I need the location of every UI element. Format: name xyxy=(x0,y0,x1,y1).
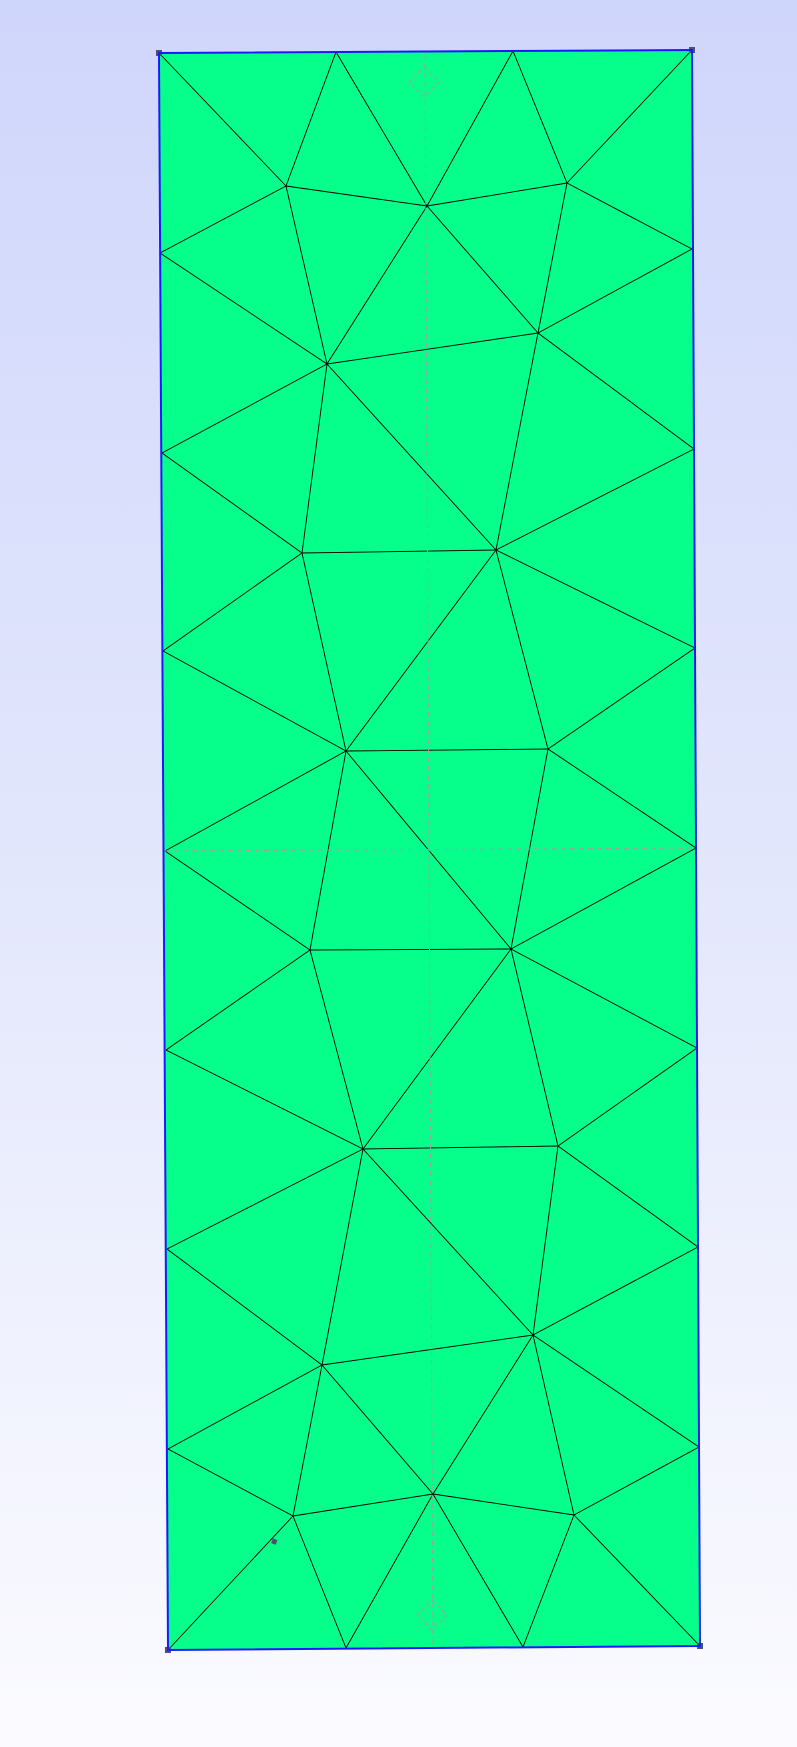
mesh-edge xyxy=(510,847,697,950)
mesh-edge xyxy=(335,51,428,207)
mesh-edge xyxy=(292,1364,323,1517)
mesh-edge xyxy=(566,182,693,250)
guide-line xyxy=(164,847,697,852)
mesh-edge xyxy=(495,549,696,649)
mesh-edge xyxy=(285,51,337,187)
mesh-edge xyxy=(285,185,428,207)
mesh-edge xyxy=(301,552,347,752)
mesh-edge xyxy=(345,748,549,752)
guide-diamond-marker xyxy=(416,1599,448,1631)
mesh-edge xyxy=(547,748,697,849)
mesh-edge xyxy=(510,948,698,1049)
mesh-edge xyxy=(167,1448,294,1517)
mesh-edge xyxy=(326,332,539,365)
guide-diamond-marker xyxy=(408,66,440,98)
mesh-edge xyxy=(426,182,568,207)
mesh-edge xyxy=(537,332,695,450)
mesh-edge xyxy=(426,50,514,207)
mesh-edge xyxy=(432,1493,575,1516)
mesh-edge xyxy=(285,185,328,365)
probe-point-marker xyxy=(271,1538,278,1545)
mesh-edge xyxy=(362,948,512,1150)
mesh-edge xyxy=(512,50,568,184)
mesh-edge xyxy=(164,850,311,951)
mesh-edge xyxy=(495,332,539,551)
mesh-edge xyxy=(510,948,559,1147)
mesh-edge xyxy=(432,1334,534,1495)
mesh-edge xyxy=(532,1145,559,1336)
mesh-edge xyxy=(158,52,287,187)
mesh-edge xyxy=(426,205,539,334)
mesh-edges xyxy=(158,49,701,1651)
mesh-edge xyxy=(166,1148,364,1250)
mesh-edge xyxy=(321,1364,434,1495)
mesh-edge xyxy=(309,949,364,1150)
mesh-edge xyxy=(167,1364,323,1450)
mesh-edge xyxy=(166,1248,323,1366)
mesh-edge xyxy=(566,49,693,184)
mesh-edge xyxy=(557,1047,698,1147)
mesh-edge xyxy=(301,363,328,554)
mesh-edge xyxy=(557,1145,699,1248)
mesh-edge xyxy=(165,949,311,1051)
mesh-edge xyxy=(495,549,549,750)
mesh-edge xyxy=(537,248,693,334)
mesh-edge xyxy=(495,448,695,551)
mesh-edge xyxy=(326,205,428,365)
mesh-edge xyxy=(537,182,568,334)
guide-line xyxy=(424,54,434,1647)
mesh-edge xyxy=(159,185,287,254)
mesh-edge xyxy=(547,647,696,750)
mesh-edge xyxy=(532,1334,700,1448)
mesh-edge xyxy=(309,948,512,951)
mesh-edge xyxy=(161,363,328,454)
mesh-edge xyxy=(362,1148,534,1336)
mesh-edge xyxy=(532,1246,699,1336)
mesh-edge xyxy=(301,549,497,554)
mesh-edge xyxy=(326,363,497,551)
mesh-edge xyxy=(292,1515,347,1649)
mesh-edge xyxy=(321,1148,364,1366)
mesh-boundary xyxy=(157,48,702,1652)
mesh-edge xyxy=(345,1493,434,1649)
mesh-edge xyxy=(162,650,347,752)
mesh-edge xyxy=(167,1515,294,1651)
mesh-edge xyxy=(161,452,303,554)
symmetry-guide-lines xyxy=(164,54,697,1647)
mesh-edge xyxy=(432,1493,524,1648)
mesh-edge xyxy=(321,1334,534,1366)
mesh-edge xyxy=(292,1493,434,1517)
mesh-edge xyxy=(362,1145,559,1150)
mesh-edge xyxy=(164,750,347,852)
mesh-edge xyxy=(573,1446,700,1516)
mesh-edge xyxy=(165,1049,364,1150)
mesh-edge xyxy=(573,1514,701,1647)
mesh-edge xyxy=(159,252,328,365)
mesh-edge xyxy=(345,549,497,752)
mesh-edge xyxy=(522,1514,575,1648)
mesh-edge xyxy=(532,1334,575,1516)
mesh-edge xyxy=(162,552,303,652)
